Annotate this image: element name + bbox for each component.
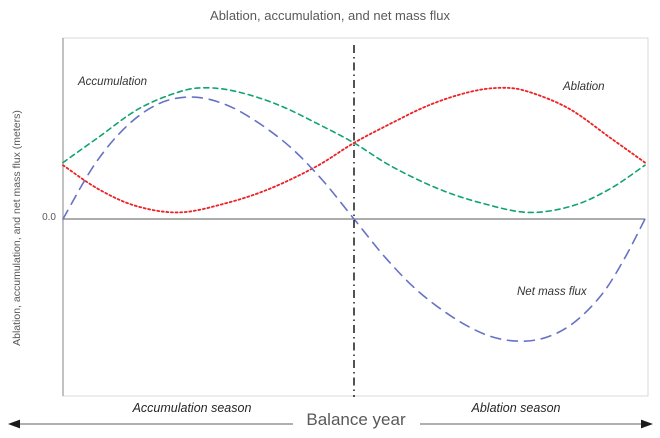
accumulation-curve-label: Accumulation [78,76,148,88]
chart-title: Ablation, accumulation, and net mass flu… [210,8,450,23]
ablation-curve-label: Ablation [563,81,605,93]
x-axis-label: Balance year [306,410,406,429]
arrow-head-left-icon [8,419,20,429]
arrow-head-right-icon [641,419,653,429]
ablation-curve [62,86,646,214]
net-mass-flux-curve-label: Net mass flux [517,286,587,298]
y-axis-label: Ablation, accumulation, and net mass flu… [11,110,23,346]
accumulation-curve [62,86,646,214]
net-mass-flux-curve [62,96,646,342]
plot-area-border [62,37,649,397]
balance-year-arrow [8,419,653,429]
accumulation-season-label: Accumulation season [132,401,252,415]
zero-tick-label: 0.0 [42,212,56,223]
ablation-season-label: Ablation season [471,401,561,415]
